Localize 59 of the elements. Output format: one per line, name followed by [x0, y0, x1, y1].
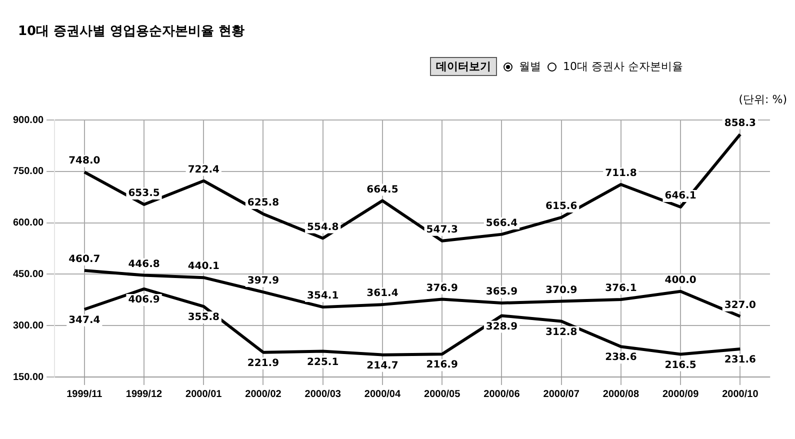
- data-label: 406.9: [128, 294, 160, 306]
- x-tick-label: 2000/06: [484, 388, 520, 400]
- data-label: 446.8: [128, 258, 160, 270]
- data-label: 566.4: [486, 218, 518, 229]
- x-tick-label: 2000/08: [602, 388, 640, 400]
- data-label: 615.6: [546, 201, 578, 212]
- text: 월별: [519, 59, 541, 74]
- data-label: 376.9: [426, 282, 458, 294]
- x-tick-label: 2000/10: [722, 388, 759, 400]
- data-label: 216.9: [426, 360, 458, 371]
- x-tick-label: 2000/03: [304, 388, 342, 400]
- data-label: 646.1: [664, 190, 696, 202]
- y-tick-label: 450.00: [12, 268, 44, 280]
- data-label: 376.1: [605, 283, 637, 294]
- data-label: 221.9: [247, 358, 280, 369]
- x-tick-label: 2000/05: [424, 388, 461, 400]
- data-label: 625.8: [247, 198, 280, 209]
- data-label: 858.3: [724, 118, 756, 129]
- data-label: 361.4: [366, 288, 398, 300]
- y-tick-label: 150.00: [12, 372, 44, 383]
- y-tick-label: 600.00: [12, 218, 44, 229]
- data-label: 225.1: [307, 356, 339, 368]
- data-label: 355.8: [188, 312, 220, 324]
- y-tick-label: 900.00: [12, 114, 44, 126]
- data-label: 440.1: [188, 261, 220, 272]
- data-label: 460.7: [68, 254, 100, 266]
- x-tick-label: 2000/01: [186, 388, 222, 400]
- data-label: 327.0: [724, 300, 756, 311]
- y-tick-label: 300.00: [12, 320, 44, 332]
- data-label: 547.3: [426, 224, 458, 236]
- data-label: 397.9: [247, 276, 280, 287]
- data-label: 370.9: [546, 284, 578, 296]
- x-tick-label: 1999/12: [126, 388, 163, 400]
- data-label: 214.7: [366, 360, 398, 372]
- data-label: 347.4: [68, 314, 100, 326]
- text: (단위: %): [738, 92, 787, 107]
- data-label: 748.0: [68, 156, 100, 167]
- y-tick-label: 750.00: [12, 166, 44, 178]
- data-label: 554.8: [307, 222, 339, 233]
- data-label: 664.5: [366, 184, 398, 196]
- x-tick-label: 1999/11: [66, 388, 103, 400]
- data-label: 365.9: [486, 286, 518, 298]
- data-label: 711.8: [605, 168, 637, 180]
- data-label: 400.0: [664, 274, 696, 286]
- text: 10대 증권사 순자본비율: [563, 59, 683, 74]
- data-label: 238.6: [605, 352, 637, 364]
- data-label: 312.8: [546, 326, 578, 338]
- x-tick-label: 2000/07: [543, 388, 580, 400]
- x-tick-label: 2000/09: [662, 388, 700, 400]
- chart-title: 10대 증권사별 영업용순자본비율 현황: [18, 23, 245, 40]
- data-label: 722.4: [188, 164, 220, 176]
- text: 데이터보기: [430, 57, 497, 76]
- data-label: 653.5: [128, 188, 160, 200]
- data-label: 354.1: [307, 290, 339, 302]
- data-label: 231.6: [724, 354, 756, 366]
- data-label: 216.5: [664, 360, 696, 371]
- x-tick-label: 2000/04: [364, 388, 401, 400]
- x-tick-label: 2000/02: [245, 388, 282, 400]
- data-label: 328.9: [486, 321, 518, 332]
